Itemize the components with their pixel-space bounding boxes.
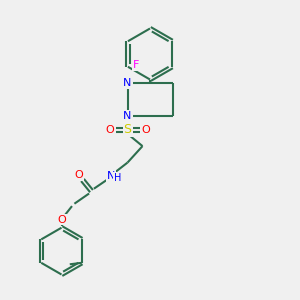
- Text: N: N: [123, 78, 132, 88]
- Text: O: O: [74, 170, 83, 180]
- Text: N: N: [123, 111, 132, 121]
- Text: O: O: [141, 124, 150, 135]
- Text: H: H: [114, 173, 121, 183]
- Text: O: O: [105, 124, 114, 135]
- Text: S: S: [124, 123, 131, 136]
- Text: F: F: [133, 60, 140, 70]
- Text: O: O: [57, 214, 66, 225]
- Text: N: N: [107, 171, 115, 181]
